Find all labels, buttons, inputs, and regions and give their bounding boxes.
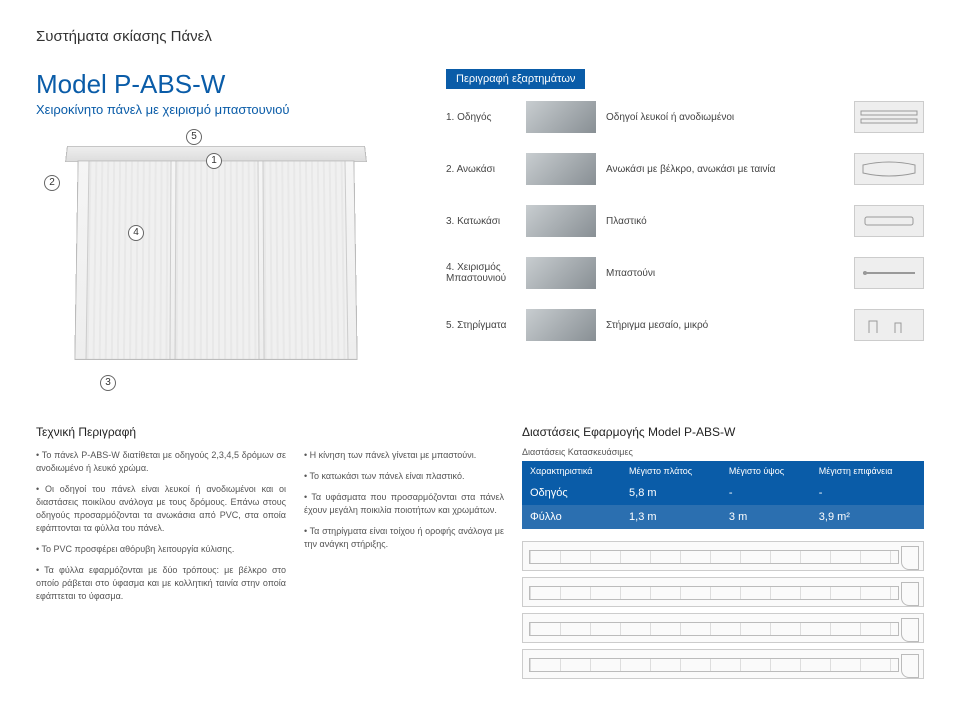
part-swatch xyxy=(854,257,924,289)
part-image xyxy=(526,153,596,185)
dimensions-title: Διαστάσεις Εφαρμογής Model P-ABS-W xyxy=(522,425,924,439)
callout-2: 2 xyxy=(44,175,60,191)
table-cell: 3,9 m² xyxy=(811,505,924,529)
callout-3: 3 xyxy=(100,375,116,391)
table-row: Φύλλο 1,3 m 3 m 3,9 m² xyxy=(522,505,924,529)
model-title: Model P-ABS-W xyxy=(36,69,416,100)
diagram-panels xyxy=(74,160,357,360)
table-cell: - xyxy=(721,481,811,505)
tech-bullet: • Τα φύλλα εφαρμόζονται με δύο τρόπους: … xyxy=(36,564,286,603)
tech-bullet: • Τα στηρίγματα είναι τοίχου ή οροφής αν… xyxy=(304,525,504,551)
bottom-section: Τεχνική Περιγραφή • Το πάνελ P-ABS-W δια… xyxy=(36,425,924,679)
dimensions-table: Χαρακτηριστικά Μέγιστο πλάτος Μέγιστο ύψ… xyxy=(522,461,924,529)
exploded-diagram: 5 1 2 4 3 xyxy=(36,131,396,391)
part-desc: Μπαστούνι xyxy=(606,268,844,279)
top-section: Model P-ABS-W Χειροκίνητο πάνελ με χειρι… xyxy=(36,69,924,391)
page-title: Συστήματα σκίασης Πάνελ xyxy=(36,28,924,45)
profile-drawing xyxy=(522,649,924,679)
tech-col-2: • Η κίνηση των πάνελ γίνεται με μπαστούν… xyxy=(304,425,504,679)
table-cell: - xyxy=(811,481,924,505)
callout-4: 4 xyxy=(128,225,144,241)
table-row: Οδηγός 5,8 m - - xyxy=(522,481,924,505)
part-swatch xyxy=(854,153,924,185)
tech-bullet: • Οι οδηγοί του πάνελ είναι λευκοί ή ανο… xyxy=(36,483,286,535)
table-header-row: Χαρακτηριστικά Μέγιστο πλάτος Μέγιστο ύψ… xyxy=(522,461,924,481)
part-desc: Πλαστικό xyxy=(606,216,844,227)
part-swatch xyxy=(854,205,924,237)
table-cell: 1,3 m xyxy=(621,505,721,529)
technical-drawings xyxy=(522,541,924,679)
table-cell: Φύλλο xyxy=(522,505,621,529)
model-column: Model P-ABS-W Χειροκίνητο πάνελ με χειρι… xyxy=(36,69,416,391)
part-desc: Στήριγμα μεσαίο, μικρό xyxy=(606,320,844,331)
part-number: 5. Στηρίγματα xyxy=(446,320,516,331)
part-image xyxy=(526,101,596,133)
profile-drawing xyxy=(522,577,924,607)
spacer xyxy=(304,425,504,439)
tech-bullet: • Το PVC προσφέρει αθόρυβη λειτουργία κύ… xyxy=(36,543,286,556)
tech-col-1: Τεχνική Περιγραφή • Το πάνελ P-ABS-W δια… xyxy=(36,425,286,679)
part-row: 4. Χειρισμός Μπαστουνιού Μπαστούνι xyxy=(446,257,924,289)
part-desc: Ανωκάσι με βέλκρο, ανωκάσι με ταινία xyxy=(606,164,844,175)
part-number: 2. Ανωκάσι xyxy=(446,164,516,175)
diagram-panel-leaf xyxy=(175,161,260,359)
model-subtitle: Χειροκίνητο πάνελ με χειρισμό μπαστουνιο… xyxy=(36,102,416,117)
dimensions-subtitle: Διαστάσεις Κατασκευάσιμες xyxy=(522,447,924,457)
table-header: Μέγιστο πλάτος xyxy=(621,461,721,481)
part-row: 3. Κατωκάσι Πλαστικό xyxy=(446,205,924,237)
part-image xyxy=(526,309,596,341)
callout-5: 5 xyxy=(186,129,202,145)
parts-title: Περιγραφή εξαρτημάτων xyxy=(446,69,585,89)
table-cell: 5,8 m xyxy=(621,481,721,505)
table-header: Μέγιστη επιφάνεια xyxy=(811,461,924,481)
part-row: 1. Οδηγός Οδηγοί λευκοί ή ανοδιωμένοι xyxy=(446,101,924,133)
table-header: Μέγιστο ύψος xyxy=(721,461,811,481)
table-header: Χαρακτηριστικά xyxy=(522,461,621,481)
parts-column: Περιγραφή εξαρτημάτων 1. Οδηγός Οδηγοί λ… xyxy=(446,69,924,391)
part-row: 2. Ανωκάσι Ανωκάσι με βέλκρο, ανωκάσι με… xyxy=(446,153,924,185)
table-cell: Οδηγός xyxy=(522,481,621,505)
diagram-panel-leaf xyxy=(262,161,348,359)
tech-bullet: • Τα υφάσματα που προσαρμόζονται στα πάν… xyxy=(304,491,504,517)
part-number: 1. Οδηγός xyxy=(446,112,516,123)
profile-drawing xyxy=(522,541,924,571)
callout-1: 1 xyxy=(206,153,222,169)
part-image xyxy=(526,257,596,289)
dimensions-column: Διαστάσεις Εφαρμογής Model P-ABS-W Διαστ… xyxy=(522,425,924,679)
part-row: 5. Στηρίγματα Στήριγμα μεσαίο, μικρό xyxy=(446,309,924,341)
profile-drawing xyxy=(522,613,924,643)
table-cell: 3 m xyxy=(721,505,811,529)
part-number: 4. Χειρισμός Μπαστουνιού xyxy=(446,262,516,284)
tech-bullet: • Το πάνελ P-ABS-W διατίθεται με οδηγούς… xyxy=(36,449,286,475)
part-desc: Οδηγοί λευκοί ή ανοδιωμένοι xyxy=(606,112,844,123)
diagram-panel-leaf xyxy=(85,161,171,359)
part-number: 3. Κατωκάσι xyxy=(446,216,516,227)
tech-bullet: • Το κατωκάσι των πάνελ είναι πλαστικό. xyxy=(304,470,504,483)
tech-bullet: • Η κίνηση των πάνελ γίνεται με μπαστούν… xyxy=(304,449,504,462)
part-swatch xyxy=(854,309,924,341)
part-swatch xyxy=(854,101,924,133)
tech-title: Τεχνική Περιγραφή xyxy=(36,425,286,439)
part-image xyxy=(526,205,596,237)
